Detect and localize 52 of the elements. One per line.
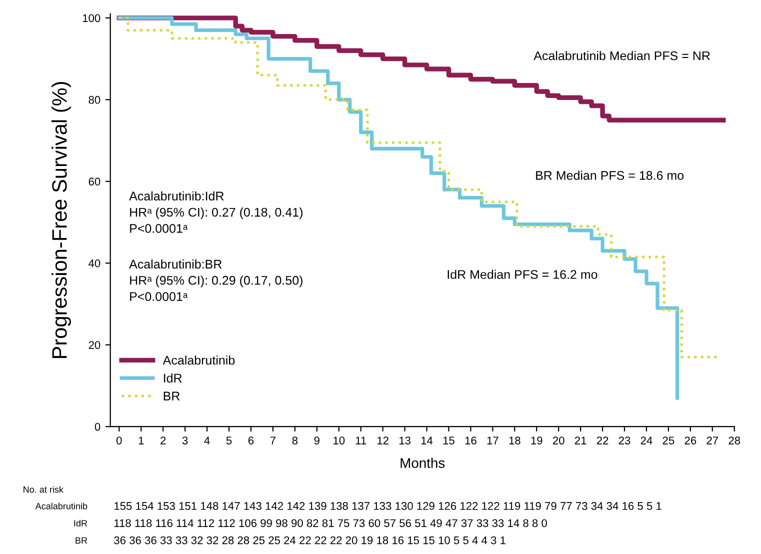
y-tick-label: 100 [82, 14, 100, 22]
x-tick-label: 19 [531, 436, 542, 444]
x-tick-label: 28 [728, 436, 740, 444]
x-tick-label: 15 [443, 436, 454, 444]
annotation: Acalabrutinib:BR HRᵃ (95% CI): 0.29 (0.17, 0.50) P<0.0001ᵃ [129, 259, 302, 301]
legend-label: Acalabrutinib [162, 355, 235, 365]
x-tick-label: 16 [465, 436, 476, 444]
x-tick-label: 7 [270, 436, 276, 444]
text: 118 118 116 114 112 112 106 99 98 90 82 81 75 73 60 57 56 51 49 47 37 33 33 14 8 8 0 [114, 519, 547, 528]
text: 36 36 36 33 33 32 32 28 28 25 25 24 22 22 22 20 19 18 16 15 15 10 5 5 4 4 3 1 [114, 536, 506, 544]
annotation: Acalabrutinib Median PFS = NR [534, 50, 710, 60]
x-tick-label: 18 [509, 436, 520, 444]
legend-label: BR [164, 392, 180, 400]
x-tick-label: 13 [399, 436, 410, 444]
y-tick-label: 80 [88, 96, 100, 104]
annotation: BR Median PFS = 18.6 mo [536, 170, 684, 180]
text: No. at risk [24, 486, 64, 493]
x-axis-title: Months [400, 458, 445, 468]
x-tick-label: 25 [662, 436, 674, 444]
y-tick-label: 60 [88, 178, 100, 186]
x-tick-label: 10 [334, 436, 345, 444]
y-tick-label: 0 [94, 422, 100, 431]
x-tick-label: 21 [574, 436, 586, 444]
x-tick-label: 11 [356, 436, 366, 444]
x-tick-label: 23 [618, 436, 630, 444]
text: BR [76, 537, 88, 544]
x-tick-label: 22 [596, 436, 608, 444]
x-tick-label: 26 [684, 436, 696, 444]
y-axis-title: Progression-Free Survival (%) [52, 82, 71, 358]
x-tick-label: 20 [552, 436, 564, 444]
x-tick-label: 0 [116, 436, 122, 444]
x-tick-label: 14 [421, 436, 433, 444]
x-tick-label: 5 [226, 436, 232, 444]
text: Acalabrutinib [35, 502, 88, 510]
x-tick-label: 27 [706, 436, 718, 444]
x-tick-label: 17 [487, 436, 498, 444]
x-tick-label: 9 [314, 436, 320, 444]
annotation: IdR Median PFS = 16.2 mo [448, 270, 598, 279]
x-tick-label: 1 [138, 436, 144, 444]
x-tick-label: 3 [182, 436, 188, 444]
annotation: Acalabrutinib:IdR HRᵃ (95% CI): 0.27 (0.18, 0.41) P<0.0001ᵃ [129, 191, 302, 233]
x-tick-label: 2 [160, 436, 166, 444]
x-tick-label: 6 [248, 436, 254, 444]
y-tick-label: 40 [88, 259, 100, 268]
text: IdR [74, 520, 88, 527]
text: 155 154 153 151 148 147 143 142 142 139 138 137 133 130 129 126 122 122 119 119 79 77 73 34 34 16 5 5 1 [114, 502, 662, 510]
x-tick-label: 4 [204, 436, 210, 444]
x-tick-label: 12 [377, 436, 388, 444]
legend-label: IdR [164, 373, 182, 383]
x-tick-label: 8 [292, 436, 298, 444]
y-tick-label: 20 [88, 341, 100, 349]
x-tick-label: 24 [640, 436, 652, 444]
